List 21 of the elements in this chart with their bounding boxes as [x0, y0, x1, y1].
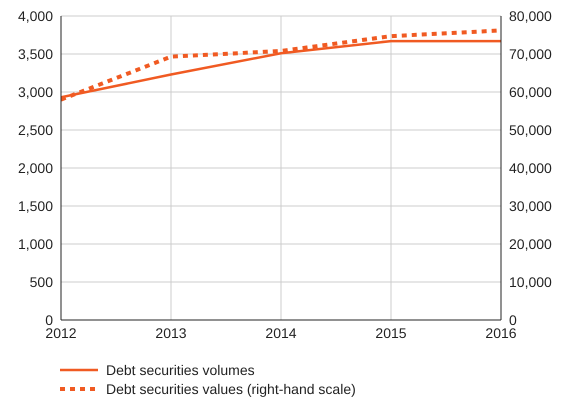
y2-tick-label: 50,000	[509, 122, 552, 138]
x-tick-label: 2013	[155, 324, 187, 341]
y-tick-label: 1,000	[18, 236, 54, 252]
y2-tick-label: 60,000	[509, 84, 552, 100]
y2-tick-label: 70,000	[509, 46, 552, 62]
y2-tick-label: 10,000	[509, 274, 552, 290]
y-tick-label: 3,500	[18, 46, 54, 62]
y2-tick-label: 40,000	[509, 160, 552, 176]
x-tick-label: 2014	[265, 324, 297, 341]
legend-label: Debt securities volumes	[106, 362, 255, 378]
y-tick-label: 1,500	[18, 198, 54, 214]
y-tick-label: 500	[30, 274, 54, 290]
y-tick-label: 3,000	[18, 84, 54, 100]
y-tick-label: 2,000	[18, 160, 54, 176]
y-tick-label: 2,500	[18, 122, 54, 138]
x-tick-label: 2015	[375, 324, 407, 341]
y2-tick-label: 20,000	[509, 236, 552, 252]
y2-tick-label: 80,000	[509, 8, 552, 24]
legend-label: Debt securities values (right-hand scale)	[106, 380, 356, 396]
y-tick-label: 4,000	[18, 8, 54, 24]
y2-tick-label: 30,000	[509, 198, 552, 214]
